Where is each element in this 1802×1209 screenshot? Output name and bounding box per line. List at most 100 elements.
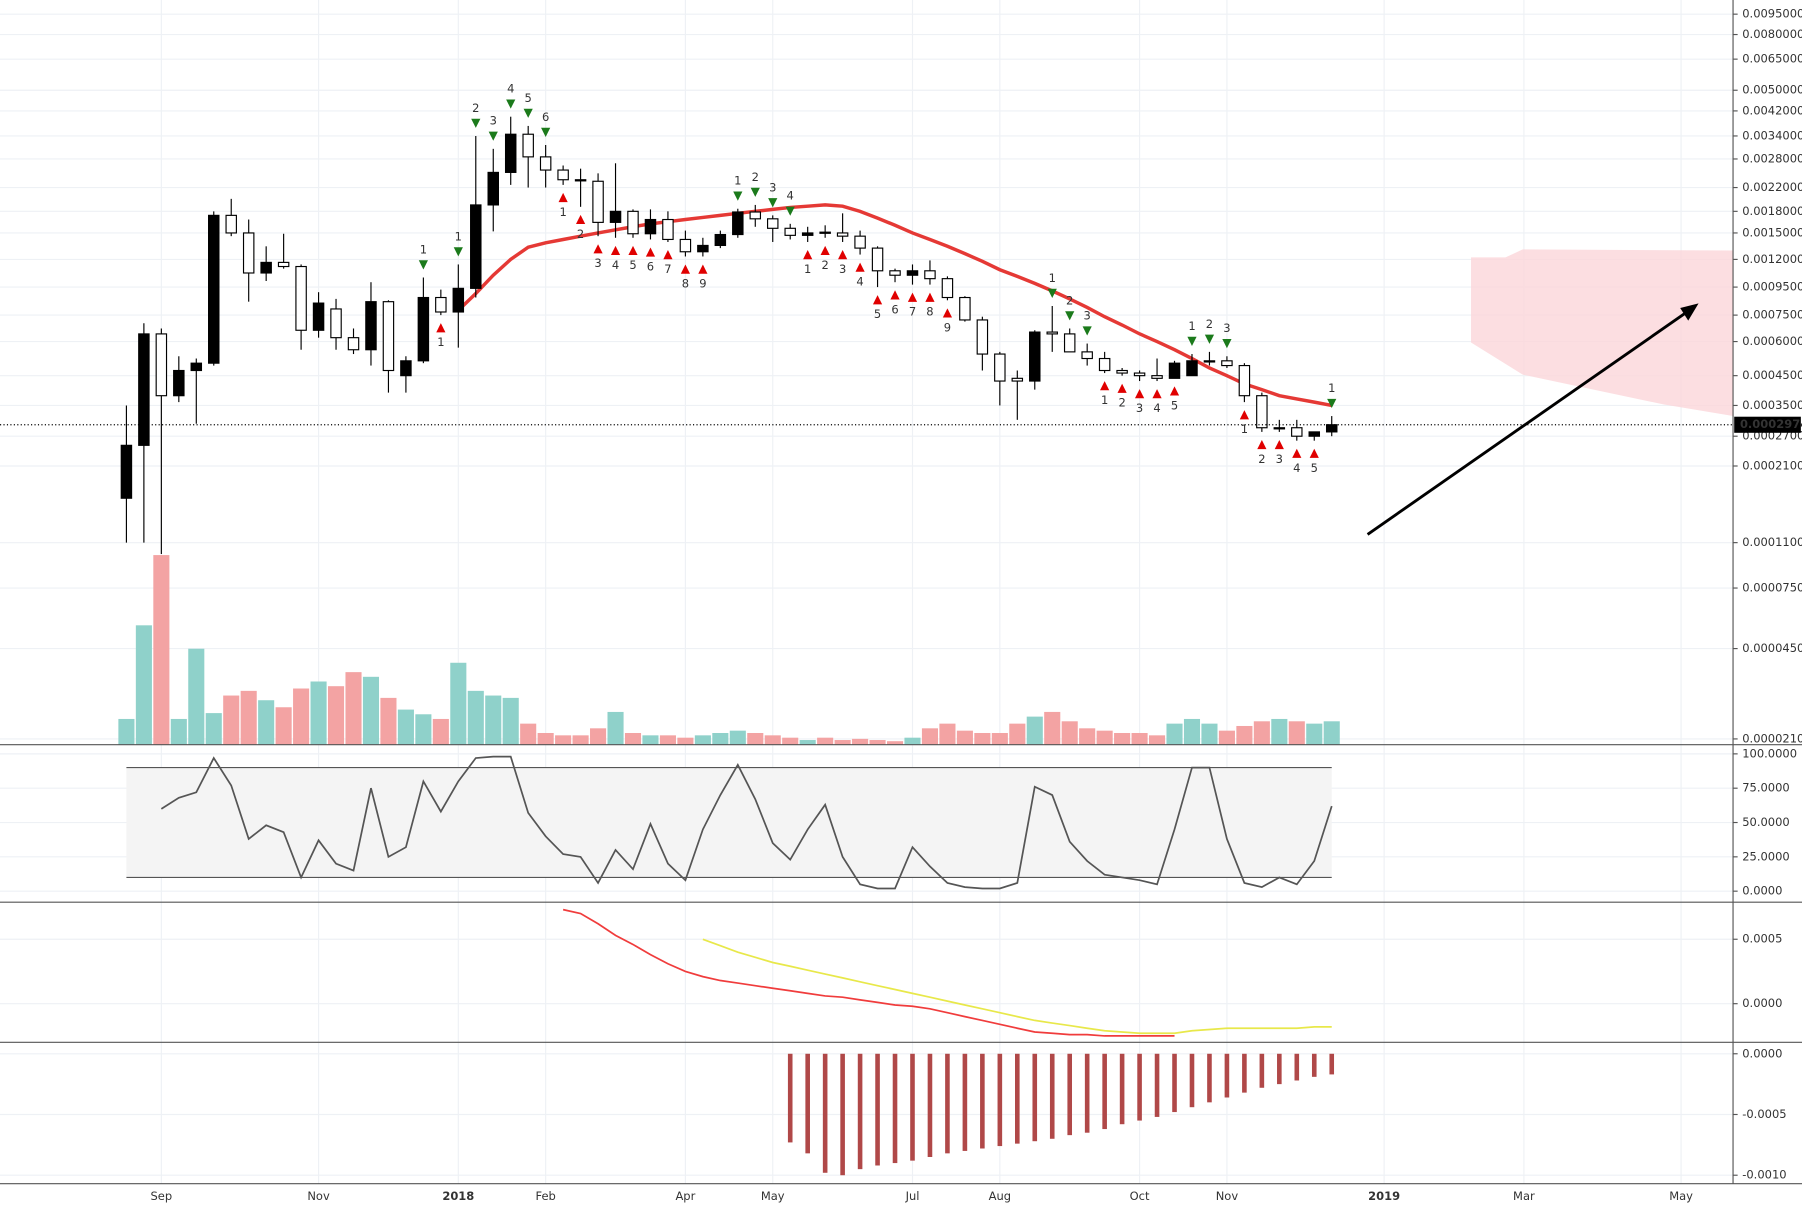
setup-count: 4	[1153, 401, 1160, 415]
candle-body	[871, 247, 884, 272]
volume-bar	[712, 733, 729, 745]
volume-bar	[590, 728, 607, 745]
histogram-bar	[945, 1053, 950, 1154]
histogram-bar	[805, 1053, 810, 1154]
candle-body	[889, 270, 901, 276]
candle-body	[1256, 395, 1268, 429]
setup-count: 2	[1206, 317, 1213, 331]
setup-count: 7	[909, 305, 916, 319]
setup-marker	[1047, 288, 1057, 298]
x-tick-label: Oct	[1130, 1189, 1150, 1203]
volume-bar	[1323, 721, 1340, 745]
setup-count: 4	[856, 275, 863, 289]
volume-bar	[1096, 730, 1113, 745]
setup-marker	[471, 118, 481, 128]
volume-bar	[485, 695, 502, 745]
volume-bar	[240, 690, 257, 745]
setup-marker	[1309, 448, 1319, 458]
candle-body	[697, 244, 709, 253]
y-tick-label: -0.0010	[1742, 1168, 1786, 1182]
volume-bar	[153, 555, 170, 745]
volume-bar	[1131, 733, 1148, 745]
setup-count: 6	[891, 302, 898, 316]
volume-bar	[1149, 735, 1166, 745]
setup-marker	[506, 99, 516, 109]
y-tick-label: 0.0002100	[1742, 458, 1802, 472]
histogram-bar	[1032, 1053, 1038, 1142]
setup-count: 2	[1258, 452, 1265, 466]
setup-count: 3	[1276, 452, 1283, 466]
y-tick-label: -0.0005	[1742, 1107, 1786, 1121]
setup-marker	[785, 206, 795, 216]
volume-bar	[502, 697, 519, 745]
y-tick-label: 0.0000450	[1742, 641, 1802, 655]
histogram-bar	[822, 1053, 828, 1173]
setup-marker	[907, 292, 918, 302]
volume-bar	[886, 741, 904, 745]
candle-body	[452, 287, 465, 313]
candle-body	[959, 296, 971, 321]
setup-marker	[1327, 398, 1337, 409]
candle-body	[382, 301, 395, 372]
volume-bar	[607, 711, 624, 745]
setup-marker	[1082, 326, 1092, 336]
setup-count: 1	[1188, 319, 1195, 333]
setup-marker	[855, 262, 865, 272]
setup-marker	[925, 292, 935, 302]
candle-body	[1273, 427, 1286, 430]
setup-marker	[436, 323, 446, 333]
candle-body	[906, 270, 919, 276]
candle-body	[819, 231, 831, 234]
setup-marker	[750, 187, 760, 197]
candle-body	[208, 214, 220, 364]
setup-marker	[645, 247, 656, 257]
volume-bar	[1114, 733, 1131, 745]
setup-count: 1	[804, 262, 811, 276]
y-tick-label: 0.0005	[1742, 932, 1782, 946]
setup-marker	[418, 260, 428, 270]
setup-count: 6	[647, 260, 654, 274]
candle-body	[260, 261, 272, 274]
volume-bar	[520, 723, 537, 745]
volume-bar	[939, 723, 956, 745]
histogram-bar	[1189, 1053, 1195, 1108]
setup-marker	[610, 245, 621, 256]
setup-marker	[1152, 389, 1162, 399]
setup-marker	[1222, 339, 1232, 349]
setup-count: 5	[629, 258, 636, 272]
y-tick-label: 0.0007500	[1742, 308, 1802, 322]
volume-bar	[1026, 716, 1043, 745]
setup-count: 2	[472, 101, 479, 115]
y-tick-label: 100.0000	[1742, 746, 1797, 760]
histogram-bar	[1049, 1053, 1055, 1139]
x-tick-label: Mar	[1513, 1189, 1535, 1203]
candle-body	[1133, 372, 1146, 377]
histogram-bar	[1015, 1053, 1020, 1144]
setup-count: 6	[542, 110, 549, 124]
y-tick-label: 0.0095000	[1742, 7, 1802, 21]
arrow	[1366, 309, 1691, 536]
setup-marker	[1274, 439, 1284, 450]
setup-marker	[663, 250, 673, 260]
candle-body	[365, 301, 377, 351]
setup-marker	[803, 250, 813, 260]
histogram-bar	[875, 1053, 880, 1166]
line-series	[457, 203, 1333, 408]
setup-count: 3	[594, 256, 601, 270]
x-tick-label: Apr	[675, 1189, 695, 1203]
candle-body	[1325, 424, 1338, 433]
setup-marker	[1239, 410, 1249, 420]
candle-body	[557, 169, 569, 181]
setup-count: 2	[1066, 293, 1073, 307]
volume-bar	[170, 718, 187, 745]
y-tick-label: 0.0042000	[1742, 103, 1802, 117]
setup-count: 3	[1084, 308, 1091, 322]
y-tick-label: 0.0004500	[1742, 368, 1802, 382]
volume-bar	[1183, 718, 1201, 745]
volume-bar	[555, 735, 572, 745]
candle-body	[1116, 369, 1128, 374]
volume-bar	[450, 662, 467, 745]
setup-count: 1	[734, 174, 741, 188]
histogram-bar	[787, 1053, 793, 1143]
volume-bar	[904, 737, 921, 745]
